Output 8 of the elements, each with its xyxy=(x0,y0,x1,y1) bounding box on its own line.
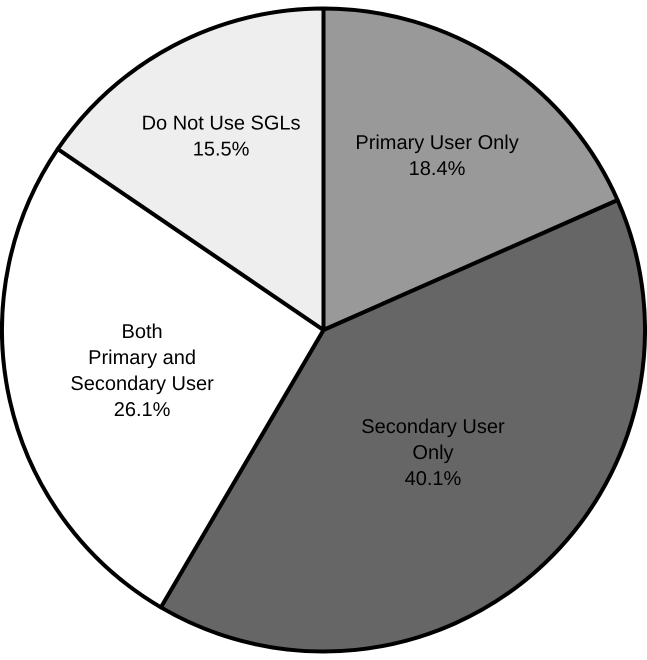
slice-label: Secondary User Only xyxy=(361,416,505,464)
slice-label: Primary User Only xyxy=(355,132,519,154)
data-label: 18.4% xyxy=(408,158,466,180)
data-label: 15.5% xyxy=(192,138,250,160)
slice-label: Both Primary and Secondary User xyxy=(70,320,214,395)
data-label: 26.1% xyxy=(114,398,171,421)
slice-label: Do Not Use SGLs xyxy=(142,112,301,134)
data-label: 40.1% xyxy=(404,468,462,490)
